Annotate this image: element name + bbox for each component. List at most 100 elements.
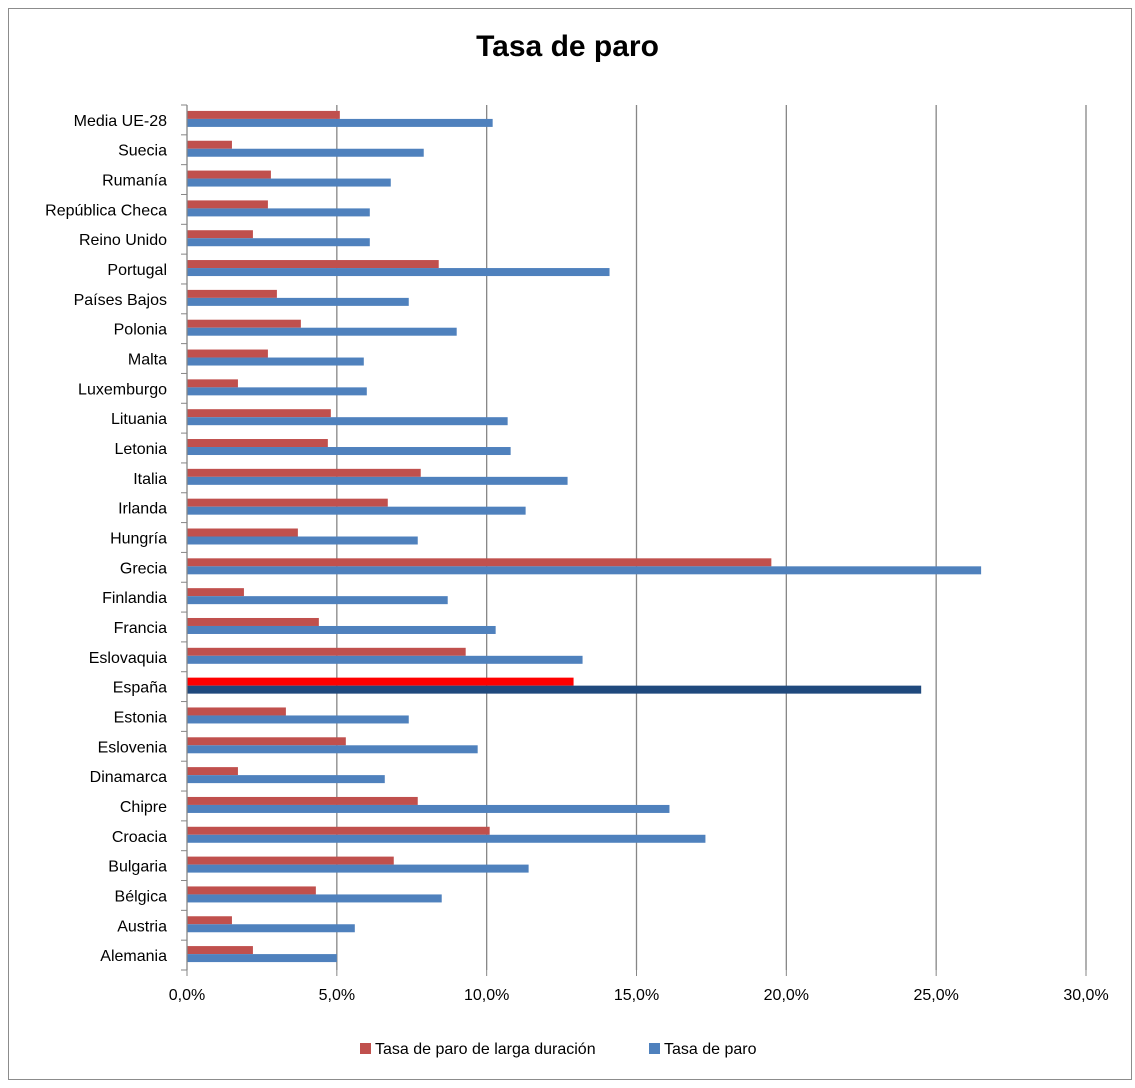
x-tick-label: 0,0% xyxy=(169,987,205,1004)
bar-long-term xyxy=(187,916,232,925)
y-tick-label: República Checa xyxy=(45,202,167,219)
bar-long-term xyxy=(187,319,301,328)
bar-unemployment xyxy=(187,476,568,485)
bar-long-term xyxy=(187,498,388,507)
bar-long-term xyxy=(187,707,286,716)
bar-unemployment xyxy=(187,268,610,277)
bar-unemployment xyxy=(187,327,457,336)
y-tick-label: Lituania xyxy=(111,411,167,428)
bar-unemployment xyxy=(187,566,982,575)
y-tick-label: Media UE-28 xyxy=(74,113,167,130)
y-tick-label: Países Bajos xyxy=(74,292,167,309)
y-tick-label: España xyxy=(113,680,167,697)
y-tick-label: Letonia xyxy=(115,441,168,458)
bar-long-term xyxy=(187,439,328,448)
bar-unemployment xyxy=(187,118,493,127)
bar-unemployment xyxy=(187,297,409,306)
x-tick-label: 10,0% xyxy=(464,987,509,1004)
bar-unemployment xyxy=(187,655,583,664)
bar-long-term xyxy=(187,737,346,746)
y-tick-label: Suecia xyxy=(118,143,167,160)
y-tick-label: Croacia xyxy=(112,829,167,846)
bar-unemployment xyxy=(187,625,496,634)
x-tick-label: 5,0% xyxy=(319,987,355,1004)
legend-label-unemployment: Tasa de paro xyxy=(664,1041,757,1058)
y-tick-label: Eslovenia xyxy=(98,739,167,756)
bar-long-term xyxy=(187,886,316,895)
y-tick-label: Alemania xyxy=(100,948,167,965)
bar-unemployment xyxy=(187,596,448,605)
x-tick-label: 15,0% xyxy=(614,987,659,1004)
y-tick-label: Estonia xyxy=(114,709,167,726)
x-tick-label: 25,0% xyxy=(913,987,958,1004)
y-tick-label: Grecia xyxy=(120,560,167,577)
bar-unemployment xyxy=(187,506,526,515)
bar-unemployment xyxy=(187,685,922,694)
bar-long-term xyxy=(187,140,232,149)
y-tick-label: Austria xyxy=(117,918,167,935)
legend-label-long-term: Tasa de paro de larga duración xyxy=(375,1041,596,1058)
bar-unemployment xyxy=(187,387,367,396)
bar-long-term xyxy=(187,677,574,686)
chart-title: Tasa de paro xyxy=(476,30,659,63)
bar-unemployment xyxy=(187,447,511,456)
y-tick-label: Rumanía xyxy=(102,173,167,190)
bar-long-term xyxy=(187,468,421,477)
axes xyxy=(181,104,1087,976)
bar-unemployment xyxy=(187,536,418,545)
bar-unemployment xyxy=(187,864,529,873)
bar-long-term xyxy=(187,617,319,626)
bar-long-term xyxy=(187,379,238,388)
bar-unemployment xyxy=(187,745,478,754)
y-tick-label: Irlanda xyxy=(118,501,167,518)
y-tick-label: Dinamarca xyxy=(90,769,167,786)
bar-unemployment xyxy=(187,238,370,247)
y-tick-label: Francia xyxy=(114,620,167,637)
bar-long-term xyxy=(187,409,331,418)
bar-long-term xyxy=(187,260,439,269)
bar-unemployment xyxy=(187,715,409,724)
y-tick-label: Finlandia xyxy=(102,590,167,607)
bar-long-term xyxy=(187,349,268,358)
bar-unemployment xyxy=(187,804,670,813)
x-tick-label: 30,0% xyxy=(1063,987,1108,1004)
legend-swatch-long-term xyxy=(360,1043,371,1054)
bar-long-term xyxy=(187,200,268,209)
y-tick-label: Bélgica xyxy=(115,888,168,905)
bar-unemployment xyxy=(187,208,370,217)
bar-long-term xyxy=(187,558,772,567)
legend: Tasa de paro de larga duración Tasa de p… xyxy=(360,1041,757,1058)
bar-long-term xyxy=(187,946,253,955)
y-tick-label: Bulgaria xyxy=(108,859,167,876)
bar-long-term xyxy=(187,110,340,119)
y-tick-label: Hungría xyxy=(110,531,167,548)
bar-long-term xyxy=(187,588,244,597)
legend-swatch-unemployment xyxy=(649,1043,660,1054)
x-tick-label: 20,0% xyxy=(764,987,809,1004)
y-tick-label: Luxemburgo xyxy=(78,381,167,398)
y-tick-label: Eslovaquia xyxy=(89,650,167,667)
bar-unemployment xyxy=(187,148,424,157)
gridlines xyxy=(336,105,1087,970)
bar-unemployment xyxy=(187,357,364,366)
bar-long-term xyxy=(187,647,466,656)
tick-labels: 0,0% 5,0% 10,0% 15,0% 20,0% 25,0% 30,0% Alemani… xyxy=(45,113,1109,1004)
bar-unemployment xyxy=(187,924,355,933)
bars xyxy=(187,110,982,963)
bar-long-term xyxy=(187,170,271,179)
y-tick-label: Chipre xyxy=(120,799,167,816)
bar-long-term xyxy=(187,528,298,537)
bar-unemployment xyxy=(187,834,706,843)
bar-unemployment xyxy=(187,178,391,187)
bar-long-term xyxy=(187,826,490,835)
bar-unemployment xyxy=(187,954,337,963)
bar-long-term xyxy=(187,856,394,865)
y-tick-label: Reino Unido xyxy=(79,232,167,249)
bar-unemployment xyxy=(187,417,508,426)
bar-unemployment xyxy=(187,894,442,903)
bar-long-term xyxy=(187,230,253,239)
bar-unemployment xyxy=(187,775,385,784)
y-tick-label: Malta xyxy=(128,352,167,369)
y-tick-label: Polonia xyxy=(114,322,167,339)
